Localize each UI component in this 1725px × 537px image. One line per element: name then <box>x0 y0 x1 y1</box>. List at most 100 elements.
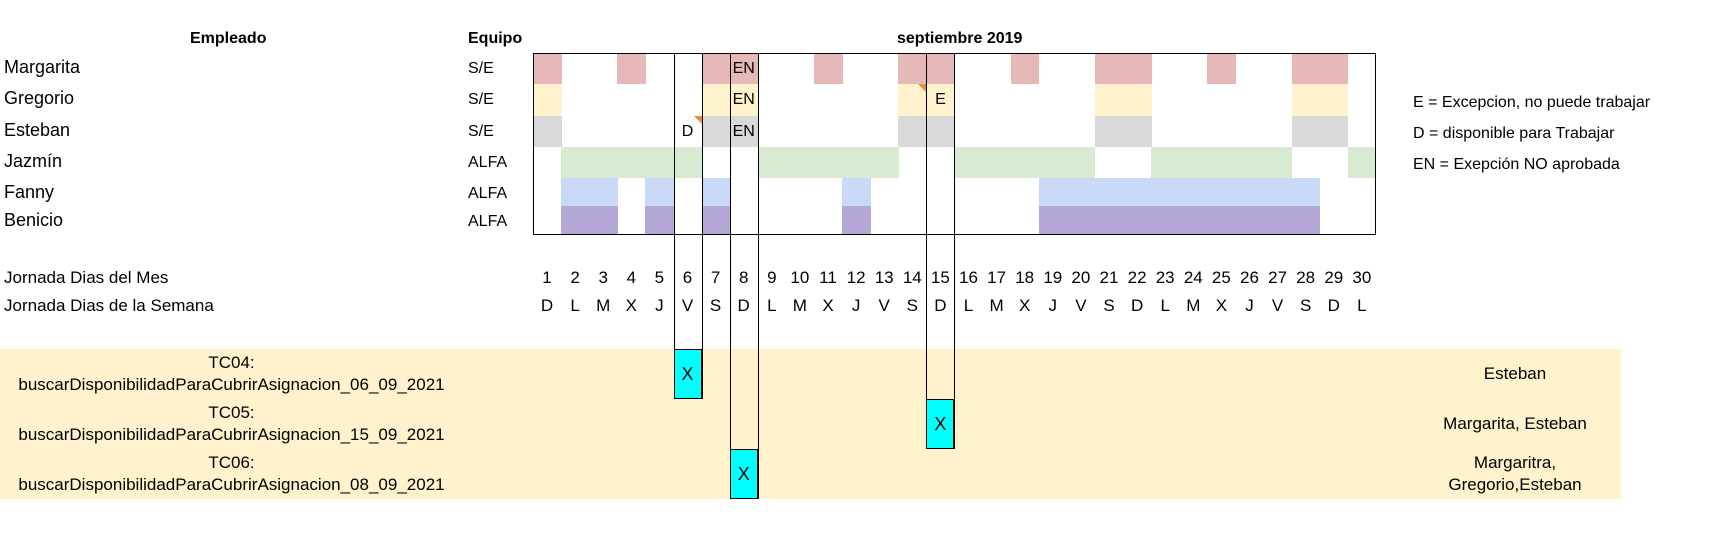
calendar-cell <box>1291 206 1321 235</box>
calendar-cell <box>1263 206 1293 235</box>
day-number: 13 <box>874 268 894 287</box>
employee-name: Gregorio <box>4 88 75 108</box>
employee-name: Margarita <box>4 57 81 77</box>
calendar-cell <box>1291 178 1321 206</box>
day-number: 2 <box>570 268 580 287</box>
weekday-letter: X <box>625 296 637 315</box>
highlight-column-box <box>673 53 703 399</box>
calendar-cell <box>926 116 955 147</box>
calendar-cell <box>870 147 899 178</box>
weekday-letter: V <box>681 296 694 315</box>
calendar-cell <box>757 147 787 178</box>
calendar-cell <box>589 178 618 206</box>
test-case-result-line: Margaritra, <box>1473 453 1557 472</box>
test-case-mark: X <box>926 399 955 449</box>
day-number: 1 <box>542 268 552 287</box>
days-of-month-label: Jornada Dias del Mes <box>4 268 169 287</box>
test-case-result: Margaritra, Gregorio,Esteban <box>1420 452 1610 496</box>
test-case-result-line: Esteban <box>1483 364 1547 383</box>
day-number: 17 <box>987 268 1007 287</box>
day-number: 25 <box>1211 268 1231 287</box>
calendar-cell <box>954 147 984 178</box>
test-case-label: TC06: buscarDisponibilidadParaCubrirAsign… <box>4 452 459 496</box>
day-number: 26 <box>1240 268 1259 287</box>
weekday-letter: X <box>1019 296 1031 315</box>
test-case-name: buscarDisponibilidadParaCubrirAsignacion… <box>18 475 445 494</box>
calendar-cell <box>1123 84 1152 116</box>
calendar-cell <box>729 53 759 84</box>
calendar-cell <box>1123 206 1152 235</box>
day-number: 30 <box>1352 268 1372 287</box>
calendar-cell <box>617 53 646 84</box>
calendar-cell <box>1263 178 1293 206</box>
comment-marker-icon <box>693 116 702 124</box>
weekday-letter: D <box>934 296 947 315</box>
calendar-cell <box>1151 206 1180 235</box>
calendar-cell <box>1235 147 1265 178</box>
calendar-cell <box>645 178 674 206</box>
calendar-cell <box>1038 147 1068 178</box>
employee-team: S/E <box>468 60 494 77</box>
calendar-cell <box>1179 206 1208 235</box>
calendar-cell <box>729 116 759 147</box>
weekday-letter: J <box>851 296 861 315</box>
calendar-cell <box>1319 53 1349 84</box>
weekday-letter: M <box>1186 296 1201 315</box>
day-number: 18 <box>1015 268 1035 287</box>
calendar-cell <box>1207 178 1236 206</box>
day-number: 24 <box>1183 268 1203 287</box>
weekday-letter: S <box>1300 296 1312 315</box>
day-number: 14 <box>902 268 922 287</box>
weekday-letter: J <box>1245 296 1254 315</box>
calendar-cell <box>842 147 871 178</box>
calendar-cell <box>1123 53 1152 84</box>
employee-team: S/E <box>468 123 494 140</box>
day-number: 28 <box>1296 268 1316 287</box>
calendar-cell <box>701 116 731 147</box>
calendar-cell <box>926 53 955 84</box>
calendar-cell <box>1095 53 1124 84</box>
test-case-id: TC05: <box>208 403 255 422</box>
weekday-letter: M <box>989 296 1004 315</box>
calendar-cell <box>533 116 562 147</box>
employee-team: ALFA <box>468 154 508 171</box>
calendar-cell <box>1235 178 1265 206</box>
day-number: 29 <box>1324 268 1344 287</box>
day-number: 15 <box>930 268 950 287</box>
calendar-cell <box>617 147 646 178</box>
calendar-cell <box>589 147 618 178</box>
weekday-letter: S <box>1103 296 1115 315</box>
day-number: 5 <box>654 268 665 287</box>
test-case-result: Esteban <box>1420 363 1610 385</box>
calendar-cell <box>926 84 955 116</box>
weekday-letter: V <box>1271 296 1284 315</box>
calendar-cell <box>1066 147 1096 178</box>
weekday-letter: M <box>596 296 611 315</box>
legend-item: EN = Exepción NO aprobada <box>1413 156 1620 173</box>
employee-team: ALFA <box>468 213 508 230</box>
calendar-cell <box>842 178 871 206</box>
calendar-cell <box>1207 206 1236 235</box>
test-case-id: TC06: <box>208 453 255 472</box>
calendar-cell <box>1291 116 1321 147</box>
test-case-mark: X <box>729 449 758 499</box>
day-number: 6 <box>682 268 693 287</box>
day-number: 10 <box>790 268 810 287</box>
calendar-cell <box>1319 116 1349 147</box>
calendar-cell-code: EN <box>732 91 755 108</box>
calendar-cell <box>1347 147 1377 178</box>
day-number: 21 <box>1099 268 1119 287</box>
days-of-week-label: Jornada Dias de la Semana <box>4 296 214 315</box>
calendar-cell <box>1038 206 1068 235</box>
team-header: Equipo <box>468 30 523 47</box>
calendar-cell-code: EN <box>732 122 755 140</box>
day-number: 9 <box>767 268 777 287</box>
calendar-cell <box>1010 53 1040 84</box>
weekday-letter: S <box>906 296 918 315</box>
test-case-band <box>0 349 1621 499</box>
day-number: 22 <box>1127 268 1147 287</box>
calendar-cell <box>1207 53 1236 84</box>
employee-name: Jazmín <box>4 151 63 171</box>
test-case-result: Margarita, Esteban <box>1420 413 1610 435</box>
day-number: 20 <box>1071 268 1091 287</box>
